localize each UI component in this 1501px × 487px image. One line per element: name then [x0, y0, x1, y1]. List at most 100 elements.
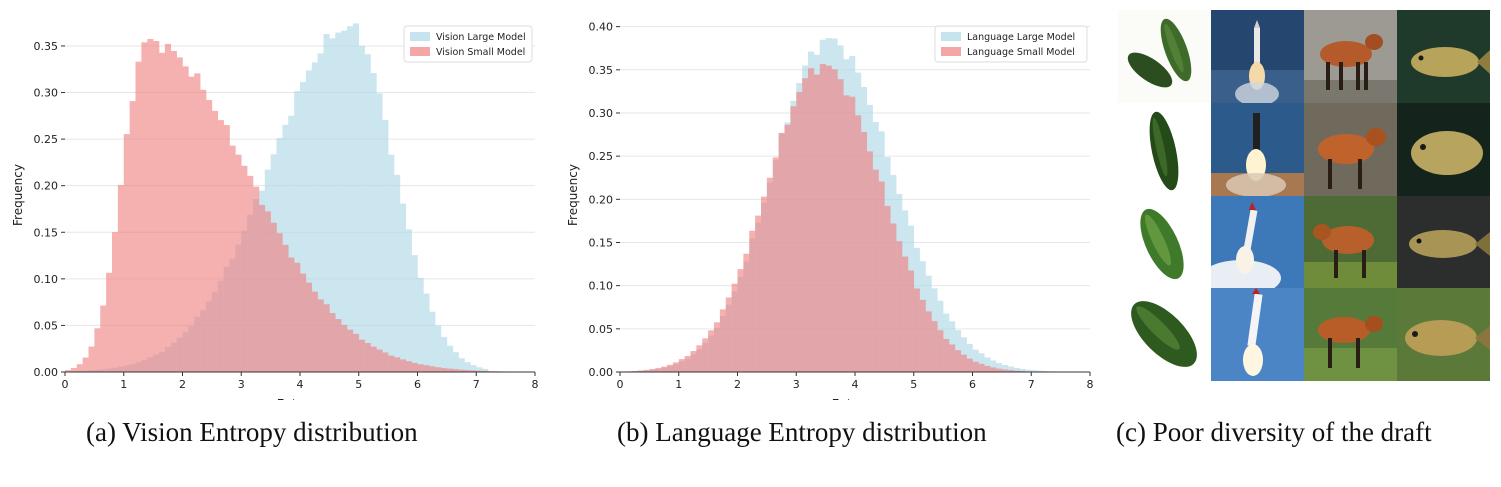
rocket-image [1211, 10, 1304, 103]
y-tick-label: 0.25 [589, 150, 614, 163]
y-tick-label: 0.20 [34, 180, 59, 193]
histogram-bar [341, 324, 348, 372]
histogram-bar [978, 353, 985, 372]
histogram-bar [943, 339, 950, 372]
histogram-bar [678, 359, 685, 372]
histogram-bar [470, 365, 477, 372]
histogram-bar [831, 69, 838, 373]
histogram-bar [1007, 370, 1014, 372]
histogram-bar [335, 319, 342, 372]
histogram-bar [825, 65, 832, 373]
histogram-bar [176, 57, 183, 373]
y-axis-label: Frequency [566, 164, 580, 226]
histogram-bar [364, 54, 371, 373]
histogram-bar [147, 38, 154, 373]
histogram-bar [159, 52, 166, 372]
histogram-bar [966, 358, 973, 372]
x-tick-label: 4 [297, 378, 304, 391]
y-tick-label: 0.20 [589, 193, 614, 206]
x-tick-label: 8 [1087, 378, 1094, 391]
histogram-bar [749, 230, 756, 372]
histogram-bar [352, 23, 360, 372]
histogram-bar [347, 329, 354, 372]
histogram-bar [1013, 367, 1020, 372]
histogram-bar [866, 151, 873, 372]
histogram-bar [790, 106, 797, 373]
x-tick-label: 1 [675, 378, 682, 391]
histogram-bar [388, 154, 395, 372]
histogram-bar [100, 305, 107, 372]
x-tick-label: 3 [238, 378, 245, 391]
histogram-bar [1025, 369, 1032, 372]
histogram-bar [153, 40, 160, 372]
histogram-bar [194, 73, 201, 373]
histogram-bar [696, 345, 703, 372]
rocket-image [1211, 195, 1304, 289]
cucumber-image [1118, 10, 1211, 103]
x-axis-label: Entropy [277, 397, 324, 400]
histogram-bar [358, 45, 365, 372]
histogram-bar [253, 186, 260, 372]
histogram-bar [843, 95, 850, 372]
histogram-bar [884, 205, 891, 372]
y-tick-label: 0.10 [589, 280, 614, 293]
histogram-bar [382, 352, 389, 372]
histogram-bar [247, 175, 254, 372]
y-tick-label: 0.05 [589, 323, 614, 336]
histogram-bar [305, 282, 313, 372]
x-tick-label: 1 [120, 378, 127, 391]
fish-image [1397, 195, 1490, 289]
histogram-bar [423, 365, 430, 372]
histogram-bar [323, 33, 330, 372]
histogram-bar [429, 311, 436, 372]
histogram-bar [106, 272, 113, 372]
caption-language-entropy: (b) Language Entropy distribution [617, 417, 987, 447]
histogram-bar [394, 174, 401, 372]
histogram-bar [370, 346, 377, 372]
histogram-bar [737, 269, 744, 372]
histogram-bar [182, 66, 189, 373]
histogram-bar [796, 91, 803, 372]
y-tick-label: 0.10 [34, 273, 59, 286]
histogram-bar [452, 369, 459, 372]
histogram-bar [1031, 370, 1038, 372]
histogram-bar [135, 61, 142, 373]
histogram-bar [423, 293, 430, 372]
histogram-bar [376, 349, 383, 372]
histogram-bar [123, 134, 130, 372]
caption-draft-diversity: (c) Poor diversity of the draft [1116, 417, 1432, 447]
x-tick-label: 7 [473, 378, 480, 391]
histogram-bar [714, 322, 721, 372]
histogram-bar [813, 74, 821, 373]
maned-wolf-image [1304, 288, 1397, 381]
fish-image [1397, 10, 1490, 103]
histogram-bar [954, 350, 962, 372]
histogram-bar [264, 211, 271, 372]
histogram-bar [405, 229, 412, 372]
x-tick-label: 5 [355, 378, 362, 391]
y-tick-label: 0.35 [589, 64, 614, 77]
histogram-bar [88, 346, 95, 372]
histogram-bar [429, 366, 436, 372]
y-tick-label: 0.15 [34, 226, 59, 239]
legend-frame [934, 25, 1088, 63]
histogram-bar [667, 364, 674, 372]
histogram-bar [352, 333, 360, 372]
histogram-bar [217, 120, 224, 373]
histogram-bar [1001, 365, 1009, 372]
histogram-bar [370, 72, 377, 373]
histogram-bar [241, 165, 248, 372]
histogram-bar [388, 355, 395, 372]
legend-swatch [941, 47, 961, 56]
histogram-bar [188, 76, 195, 373]
histogram-bar [294, 91, 301, 372]
histogram-bar [164, 44, 172, 373]
histogram-bar [458, 369, 465, 372]
histogram-bar [452, 352, 459, 372]
histogram-bar [482, 370, 489, 372]
draft-image-grid [1118, 10, 1490, 381]
histogram-bar [458, 358, 465, 372]
histogram-bar [211, 110, 219, 373]
histogram-bar [925, 311, 932, 372]
cucumber-image [1118, 102, 1211, 196]
